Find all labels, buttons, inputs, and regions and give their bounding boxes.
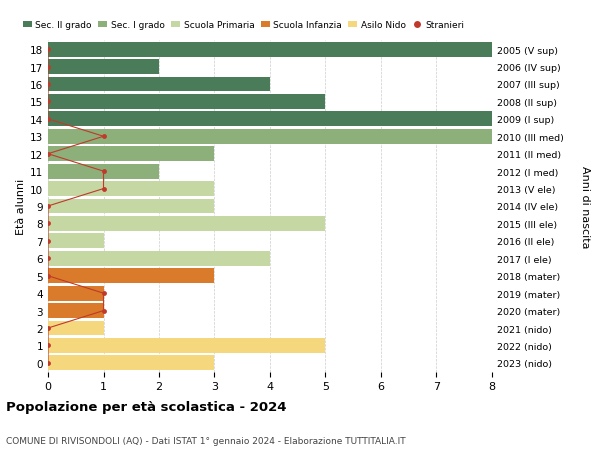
Bar [48,234,104,249]
Legend: Sec. II grado, Sec. I grado, Scuola Primaria, Scuola Infanzia, Asilo Nido, Stran: Sec. II grado, Sec. I grado, Scuola Prim… [19,17,467,34]
Y-axis label: Anni di nascita: Anni di nascita [580,165,590,248]
Bar [48,78,270,92]
Bar [48,129,492,145]
Bar [48,356,215,370]
Text: Popolazione per età scolastica - 2024: Popolazione per età scolastica - 2024 [6,400,287,413]
Bar [48,147,215,162]
Text: COMUNE DI RIVISONDOLI (AQ) - Dati ISTAT 1° gennaio 2024 - Elaborazione TUTTITALI: COMUNE DI RIVISONDOLI (AQ) - Dati ISTAT … [6,436,406,445]
Bar [48,199,215,214]
Y-axis label: Età alunni: Età alunni [16,179,26,235]
Bar [48,217,325,231]
Bar [48,286,104,301]
Bar [48,252,270,266]
Bar [48,60,159,75]
Bar [48,182,215,196]
Bar [48,164,159,179]
Bar [48,321,104,336]
Bar [48,303,104,318]
Bar [48,95,325,110]
Bar [48,112,492,127]
Bar [48,338,325,353]
Bar [48,43,492,57]
Bar [48,269,215,284]
